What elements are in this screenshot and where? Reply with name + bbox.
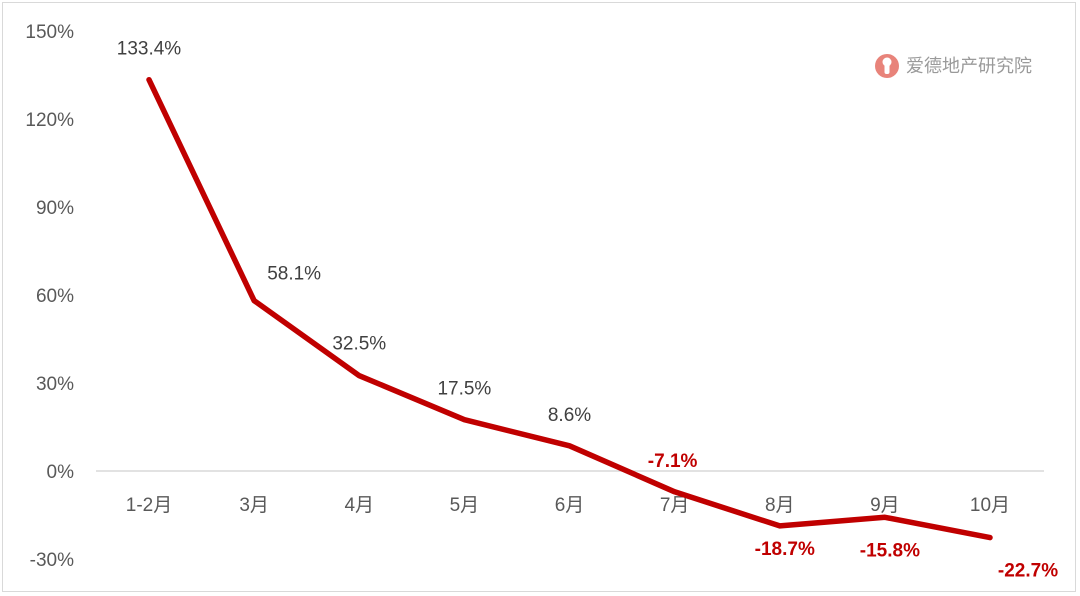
aide-logo-icon: [875, 54, 899, 78]
series-line: [146, 76, 993, 541]
data-label: 58.1%: [267, 264, 321, 285]
data-label: -7.1%: [648, 451, 698, 472]
x-tick-label: 6月: [555, 495, 585, 516]
y-axis: 150% 120% 90% 60% 30% 0% -30%: [25, 22, 74, 571]
data-label: 133.4%: [117, 39, 182, 60]
x-tick-label: 7月: [660, 495, 690, 516]
x-tick-label: 8月: [765, 495, 795, 516]
x-tick-label: 4月: [344, 495, 374, 516]
y-tick-label: 0%: [47, 462, 75, 483]
data-label: -18.7%: [755, 539, 815, 560]
data-labels: 133.4% 58.1% 32.5% 17.5% 8.6% -7.1% -18.7% -15.…: [117, 39, 1058, 582]
x-tick-label: 9月: [870, 495, 900, 516]
y-tick-label: 90%: [36, 198, 74, 219]
data-label: 17.5%: [437, 379, 491, 400]
watermark: 爱德地产研究院: [875, 54, 1032, 78]
y-tick-label: 60%: [36, 286, 74, 307]
x-tick-label: 10月: [970, 495, 1010, 516]
data-label: 8.6%: [548, 405, 591, 426]
x-tick-label: 5月: [450, 495, 480, 516]
y-tick-label: -30%: [30, 550, 74, 571]
data-label: -22.7%: [998, 561, 1058, 582]
y-tick-label: 150%: [25, 22, 74, 43]
data-label: 32.5%: [332, 334, 386, 355]
y-tick-label: 120%: [25, 110, 74, 131]
x-tick-label: 3月: [239, 495, 269, 516]
watermark-text: 爱德地产研究院: [906, 56, 1032, 76]
y-tick-label: 30%: [36, 374, 74, 395]
x-tick-label: 1-2月: [126, 495, 172, 516]
data-label: -15.8%: [860, 540, 920, 561]
x-axis: 1-2月 3月 4月 5月 6月 7月 8月 9月 10月: [126, 495, 1010, 516]
